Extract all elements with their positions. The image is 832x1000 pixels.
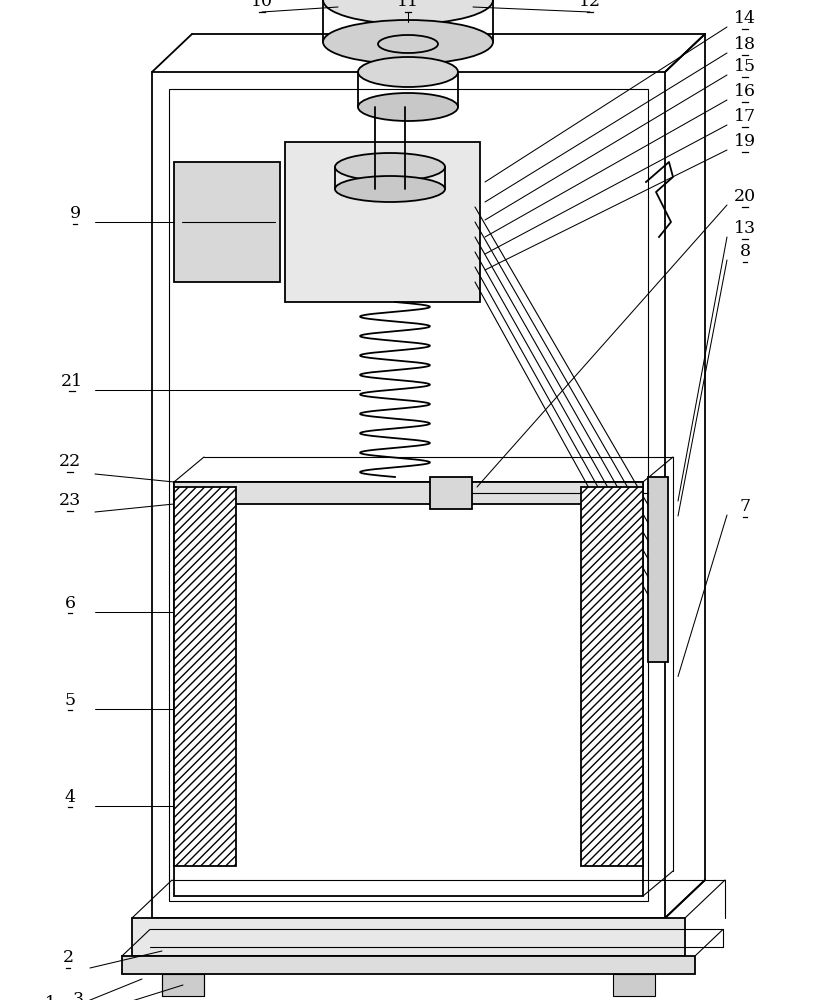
Ellipse shape: [378, 35, 438, 53]
Text: 20: 20: [734, 188, 756, 205]
Text: 14: 14: [734, 10, 756, 27]
Text: 2: 2: [62, 949, 73, 966]
Bar: [169, 89, 648, 901]
Ellipse shape: [358, 93, 458, 121]
Text: 11: 11: [397, 0, 419, 10]
Text: 21: 21: [61, 372, 83, 389]
Text: 7: 7: [740, 498, 750, 515]
Text: 13: 13: [734, 220, 756, 237]
Bar: [162, 974, 204, 996]
Bar: [174, 487, 236, 866]
Text: 12: 12: [579, 0, 601, 10]
Text: 15: 15: [734, 58, 756, 75]
Bar: [174, 482, 643, 896]
Bar: [174, 482, 643, 504]
Text: 10: 10: [251, 0, 273, 10]
Bar: [613, 974, 655, 996]
Bar: [430, 477, 472, 509]
Ellipse shape: [323, 0, 493, 24]
Ellipse shape: [335, 176, 445, 202]
Ellipse shape: [335, 153, 445, 181]
Bar: [122, 956, 695, 974]
Text: 18: 18: [734, 36, 756, 53]
Bar: [152, 72, 665, 918]
Text: 19: 19: [734, 133, 756, 150]
Bar: [285, 142, 480, 302]
Text: 3: 3: [72, 991, 83, 1000]
Bar: [132, 918, 685, 956]
Text: 4: 4: [65, 789, 76, 806]
Text: 8: 8: [740, 243, 750, 260]
Text: 17: 17: [734, 108, 756, 125]
Text: 9: 9: [69, 205, 81, 222]
Text: 1: 1: [44, 995, 56, 1000]
Bar: [174, 162, 280, 282]
Text: 16: 16: [734, 83, 756, 100]
Bar: [648, 477, 668, 662]
Ellipse shape: [323, 20, 493, 64]
Text: 5: 5: [64, 692, 76, 709]
Text: 6: 6: [65, 595, 76, 612]
Ellipse shape: [358, 57, 458, 87]
Text: 23: 23: [59, 492, 82, 509]
Bar: [581, 487, 643, 866]
Text: 22: 22: [59, 453, 82, 470]
